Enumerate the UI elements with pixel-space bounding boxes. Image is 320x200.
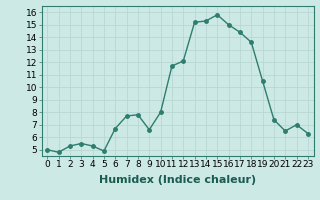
- X-axis label: Humidex (Indice chaleur): Humidex (Indice chaleur): [99, 175, 256, 185]
